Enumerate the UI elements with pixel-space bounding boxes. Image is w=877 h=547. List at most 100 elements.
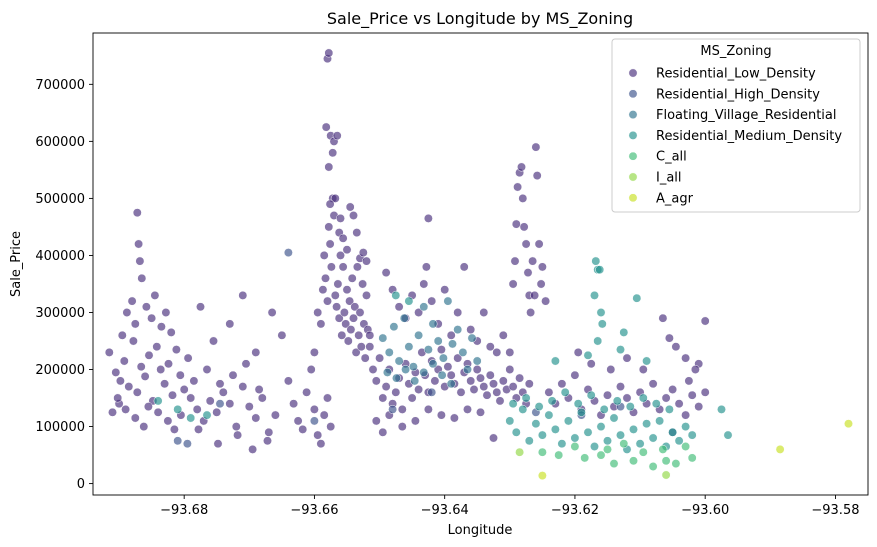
data-point xyxy=(466,325,476,335)
data-point xyxy=(343,336,353,346)
legend-label: Residential_Low_Density xyxy=(656,67,816,82)
data-point xyxy=(690,365,700,374)
data-point xyxy=(586,359,596,369)
y-tick-label: 0 xyxy=(77,477,85,492)
data-point xyxy=(694,402,704,412)
data-point xyxy=(336,213,345,223)
data-point xyxy=(313,308,323,317)
data-point xyxy=(309,416,319,426)
data-point xyxy=(270,410,280,420)
data-point xyxy=(638,365,648,374)
data-point xyxy=(410,416,420,426)
data-point xyxy=(523,268,533,278)
data-point xyxy=(251,413,261,423)
data-point xyxy=(333,279,343,289)
data-point xyxy=(342,245,352,255)
data-point xyxy=(318,285,328,295)
data-point xyxy=(338,233,348,243)
data-point xyxy=(668,385,678,394)
data-point xyxy=(313,430,323,440)
data-point xyxy=(593,336,603,346)
data-point xyxy=(595,265,605,275)
data-point xyxy=(263,436,272,446)
data-point xyxy=(350,302,360,312)
data-point xyxy=(590,442,599,451)
data-point xyxy=(130,319,140,329)
data-point xyxy=(508,279,518,289)
data-point xyxy=(160,379,170,389)
data-point xyxy=(453,308,463,317)
data-point xyxy=(404,296,414,306)
data-point xyxy=(179,385,189,394)
data-point xyxy=(498,376,508,386)
data-point xyxy=(573,347,583,357)
data-point xyxy=(231,422,241,432)
data-point xyxy=(186,393,196,403)
data-point xyxy=(612,396,622,406)
data-point xyxy=(319,410,329,420)
data-point xyxy=(352,228,362,238)
data-point xyxy=(508,382,518,392)
data-point xyxy=(215,379,225,389)
data-point xyxy=(609,459,619,469)
data-point xyxy=(130,413,140,423)
data-point xyxy=(218,387,228,397)
data-point xyxy=(325,239,335,249)
data-point xyxy=(472,365,482,374)
data-point xyxy=(651,399,661,409)
data-point xyxy=(209,336,218,346)
data-point xyxy=(153,396,163,406)
data-point xyxy=(139,422,149,432)
data-point xyxy=(438,353,448,363)
data-point xyxy=(440,285,450,295)
data-point xyxy=(346,325,356,335)
data-point xyxy=(122,308,132,317)
data-point xyxy=(111,367,121,377)
data-point xyxy=(681,410,691,420)
data-point xyxy=(117,330,127,340)
data-point xyxy=(384,347,394,357)
data-point xyxy=(119,356,129,366)
data-point xyxy=(152,342,162,352)
data-point xyxy=(228,370,238,380)
data-point xyxy=(498,330,508,340)
data-point xyxy=(456,387,466,397)
data-point xyxy=(599,404,609,414)
legend-marker xyxy=(628,68,638,78)
data-point xyxy=(648,433,658,443)
data-point xyxy=(586,390,596,400)
data-point xyxy=(557,379,567,389)
data-point xyxy=(283,376,293,386)
chart-title: Sale_Price vs Longitude by MS_Zoning xyxy=(327,9,633,29)
data-point xyxy=(330,193,340,203)
data-point xyxy=(537,430,547,440)
data-point xyxy=(410,376,420,386)
data-point xyxy=(596,450,606,460)
data-point xyxy=(196,302,205,312)
data-point xyxy=(723,430,733,440)
data-point xyxy=(681,353,691,363)
data-point xyxy=(337,330,347,340)
data-point xyxy=(254,385,264,394)
data-point xyxy=(557,439,567,449)
data-point xyxy=(355,308,365,317)
data-point xyxy=(508,399,518,409)
data-point xyxy=(580,453,590,463)
data-point xyxy=(443,362,453,372)
data-point xyxy=(570,442,580,451)
legend-items: Residential_Low_Density Residential_High_… xyxy=(628,67,842,206)
data-point xyxy=(362,290,371,300)
data-point xyxy=(671,459,681,469)
data-point xyxy=(309,347,319,357)
data-point xyxy=(436,345,446,355)
data-point xyxy=(844,419,853,429)
data-point xyxy=(319,250,329,260)
legend-label: C_all xyxy=(656,150,687,165)
data-point xyxy=(661,456,671,466)
data-point xyxy=(248,444,258,454)
data-point xyxy=(238,382,248,392)
data-point xyxy=(316,319,326,329)
y-tick-label: 400000 xyxy=(35,249,85,264)
data-point xyxy=(215,399,225,409)
